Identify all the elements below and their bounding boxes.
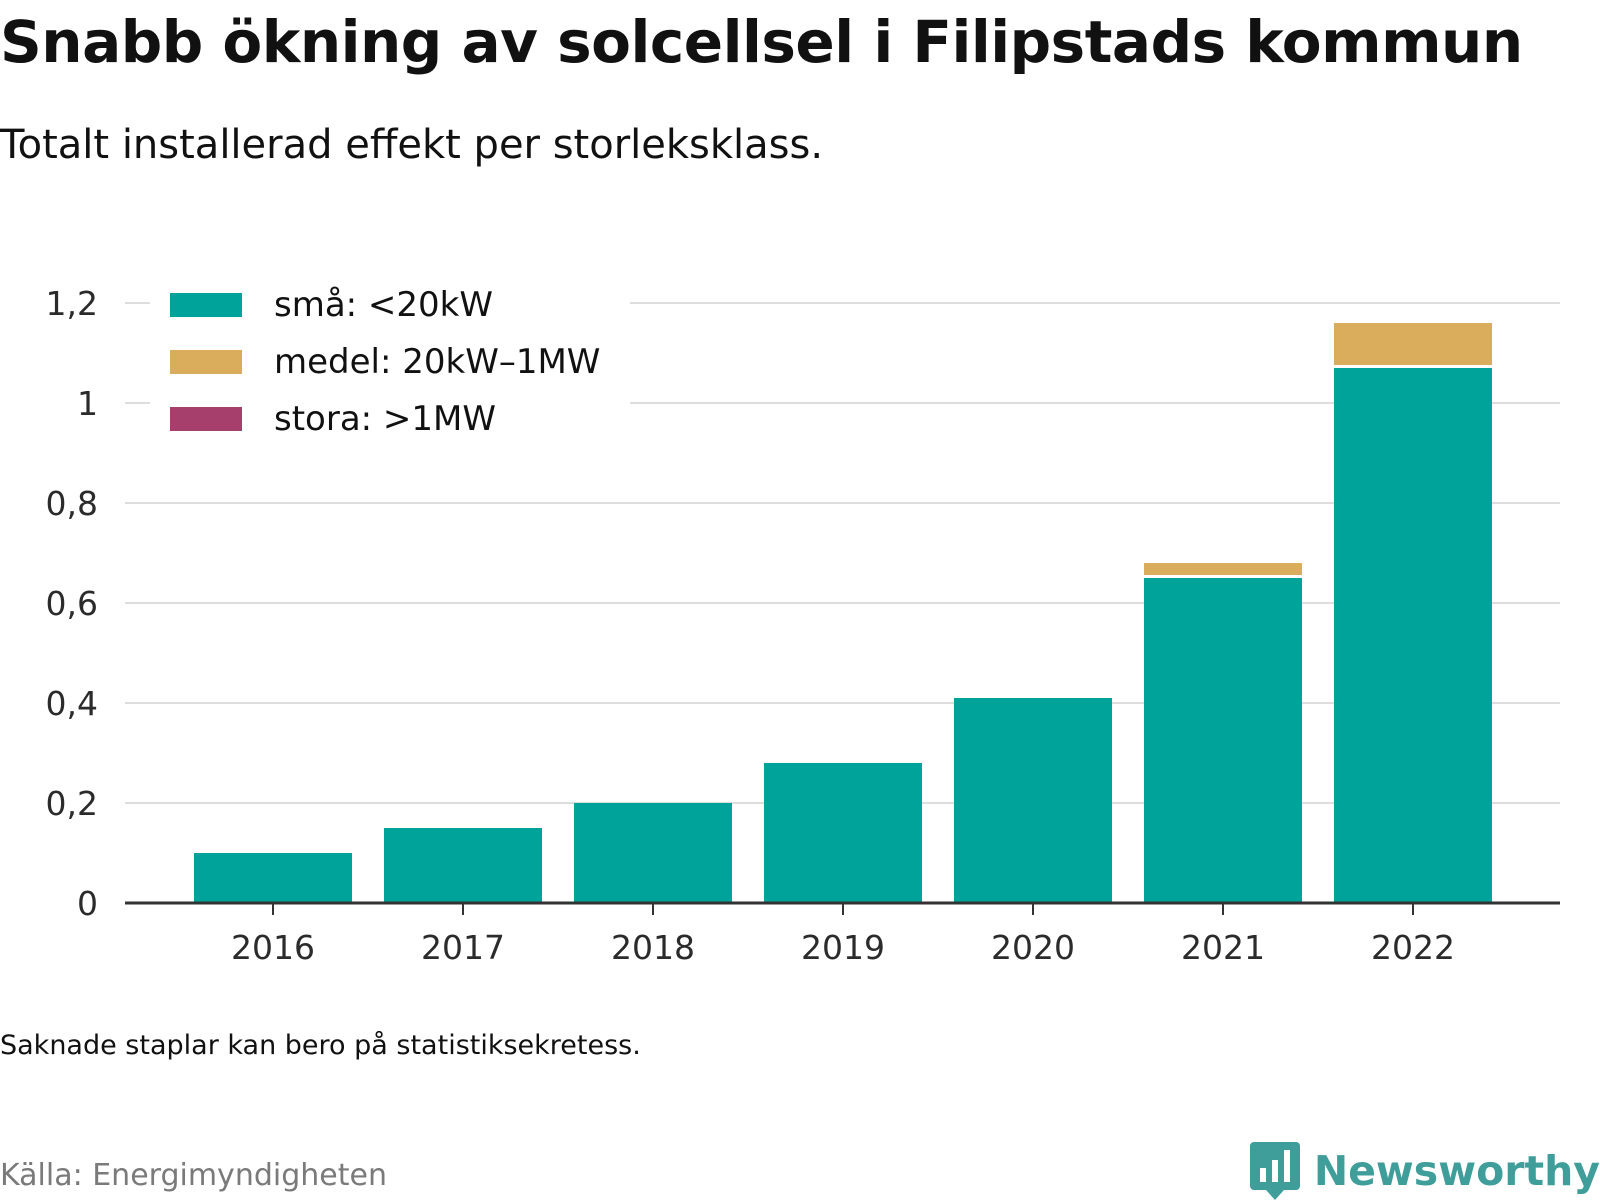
legend: små: <20kW medel: 20kW–1MW stora: >1MW — [150, 270, 630, 457]
x-tick-label: 2022 — [1371, 928, 1455, 967]
legend-swatch-large — [170, 406, 242, 431]
bar-segment — [384, 828, 542, 903]
bar-segment — [1334, 323, 1492, 365]
chart-subtitle: Totalt installerad effekt per storlekskl… — [0, 122, 824, 168]
x-tick-label: 2021 — [1181, 928, 1265, 967]
x-tick-label: 2019 — [801, 928, 885, 967]
y-tick-label: 0 — [77, 884, 98, 923]
y-tick-label: 0,8 — [46, 484, 98, 523]
y-tick-label: 0,2 — [46, 784, 98, 823]
x-tick-label: 2020 — [991, 928, 1075, 967]
legend-label-large: stora: >1MW — [274, 398, 496, 439]
newsworthy-bar-chart-icon — [1249, 1142, 1300, 1200]
legend-item-large: stora: >1MW — [170, 390, 620, 447]
bar-segment — [764, 763, 922, 903]
source-credit: Källa: Energimyndigheten — [0, 1158, 387, 1193]
bars — [194, 323, 1492, 903]
legend-item-medium: medel: 20kW–1MW — [170, 333, 620, 390]
legend-item-small: små: <20kW — [170, 276, 620, 333]
bar-segment — [1144, 563, 1302, 575]
x-tick-label: 2018 — [611, 928, 695, 967]
x-tick-label: 2016 — [231, 928, 315, 967]
y-tick-label: 1 — [77, 384, 98, 423]
brand: Newsworthy — [1249, 1142, 1600, 1200]
bar-segment — [954, 698, 1112, 903]
y-tick-label: 0,4 — [46, 684, 98, 723]
x-tick-label: 2017 — [421, 928, 505, 967]
bar-segment — [194, 853, 352, 903]
chart-title: Snabb ökning av solcellsel i Filipstads … — [0, 8, 1523, 76]
x-axis-ticks: 2016 2017 2018 2019 2020 2021 2022 — [231, 903, 1455, 967]
bar-segment — [1334, 368, 1492, 903]
footnote: Saknade staplar kan bero på statistiksek… — [0, 1030, 641, 1061]
y-tick-label: 1,2 — [46, 284, 98, 323]
legend-swatch-small — [170, 292, 242, 317]
legend-label-small: små: <20kW — [274, 284, 493, 325]
legend-swatch-medium — [170, 349, 242, 374]
bar-segment — [1144, 578, 1302, 903]
legend-label-medium: medel: 20kW–1MW — [274, 341, 601, 382]
y-axis-ticks: 0 0,2 0,4 0,6 0,8 1 1,2 — [46, 284, 98, 923]
brand-name: Newsworthy — [1313, 1147, 1600, 1195]
bar-segment — [574, 803, 732, 903]
y-tick-label: 0,6 — [46, 584, 98, 623]
